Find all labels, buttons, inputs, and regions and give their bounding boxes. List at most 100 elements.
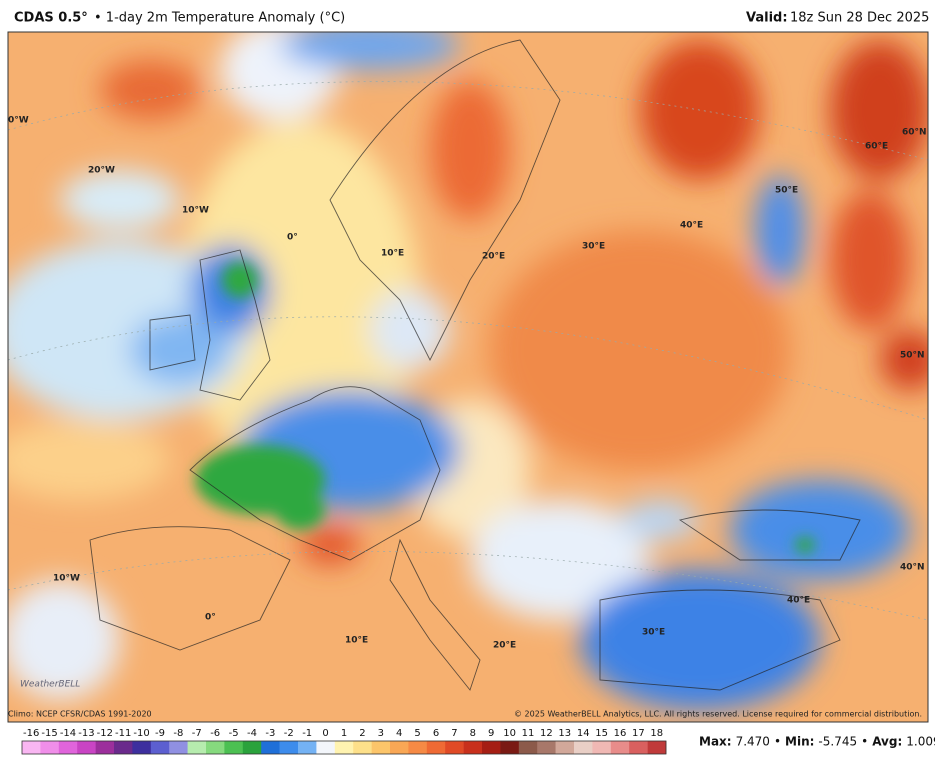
colorbar-label: -15	[41, 728, 57, 739]
colorbar-swatch	[40, 741, 60, 754]
colorbar-swatch	[408, 741, 428, 754]
colorbar-label: 8	[470, 728, 476, 739]
graticule-label: 10°W	[53, 574, 80, 584]
graticule-label: 60°N	[902, 128, 927, 138]
colorbar: -16 -15 -14 -13 -12 -11 -10 -9 -8 -7 -6 -5 -4 -3 -2 -1 0…	[21, 728, 667, 755]
colorbar-swatch	[518, 741, 538, 754]
map-frame	[7, 31, 929, 723]
colorbar-label: 9	[488, 728, 494, 739]
colorbar-swatch	[426, 741, 446, 754]
colorbar-swatch	[242, 741, 262, 754]
colorbar-label: -7	[192, 728, 202, 739]
colorbar-swatch	[371, 741, 391, 754]
graticule-label: 50°N	[900, 351, 925, 361]
colorbar-label: 12	[540, 728, 553, 739]
colorbar-label: -3	[265, 728, 275, 739]
colorbar-label: 5	[414, 728, 420, 739]
colorbar-label: -6	[210, 728, 220, 739]
colorbar-swatch	[353, 741, 372, 754]
graticule-label: 40°E	[680, 221, 703, 231]
graticule-label: 0°W	[8, 116, 29, 126]
colorbar-label: -13	[78, 728, 94, 739]
colorbar-label: -12	[97, 728, 113, 739]
colorbar-label: -9	[155, 728, 165, 739]
colorbar-label: 7	[451, 728, 457, 739]
colorbar-swatch	[482, 741, 501, 754]
colorbar-label: 18	[650, 728, 663, 739]
copyright: © 2025 WeatherBELL Analytics, LLC. All r…	[514, 710, 922, 719]
colorbar-swatch	[261, 741, 280, 754]
colorbar-swatch	[500, 741, 520, 754]
colorbar-label: 4	[396, 728, 402, 739]
colorbar-swatch	[150, 741, 170, 754]
graticule-label: 20°E	[493, 641, 516, 651]
colorbar-label: -4	[247, 728, 257, 739]
stats: Max: 7.470 • Min: -5.745 • Avg: 1.009	[699, 735, 935, 749]
stat-text: 1.009	[906, 735, 935, 749]
colorbar-swatch	[647, 741, 667, 754]
valid-time: 18z Sun 28 Dec 2025	[790, 11, 929, 26]
colorbar-label: -1	[302, 728, 312, 739]
colorbar-label: 15	[595, 728, 608, 739]
graticule-label: 20°W	[88, 166, 115, 176]
colorbar-swatch	[187, 741, 207, 754]
stat-text: -5.745	[818, 735, 857, 749]
colorbar-label: 2	[359, 728, 365, 739]
colorbar-label: 0	[322, 728, 328, 739]
stat-text: Max:	[699, 735, 732, 749]
colorbar-label: -10	[133, 728, 149, 739]
graticule-label: 40°N	[900, 563, 925, 573]
colorbar-swatch	[537, 741, 556, 754]
colorbar-swatch	[22, 741, 41, 754]
climo-note: Climo: NCEP CFSR/CDAS 1991-2020	[8, 710, 152, 719]
colorbar-swatch	[316, 741, 336, 754]
logo: WeatherBELL	[20, 680, 80, 690]
graticule-label: 50°E	[775, 186, 798, 196]
graticule-label: 40°E	[787, 596, 810, 606]
colorbar-swatch	[77, 741, 96, 754]
colorbar-swatch	[574, 741, 593, 754]
graticule-label: 10°E	[345, 636, 368, 646]
stat-text: •	[774, 735, 781, 749]
colorbar-swatch	[555, 741, 575, 754]
colorbar-label: -8	[173, 728, 183, 739]
colorbar-swatch	[629, 741, 648, 754]
colorbar-swatch	[279, 741, 299, 754]
colorbar-swatch	[169, 741, 188, 754]
colorbar-label: -2	[284, 728, 294, 739]
colorbar-label: 11	[522, 728, 535, 739]
graticule-label: 60°E	[865, 142, 888, 152]
stat-text: •	[861, 735, 868, 749]
graticule-label: 0°	[287, 233, 298, 243]
valid-label: Valid:	[746, 11, 788, 26]
colorbar-label: -14	[60, 728, 76, 739]
model-name: CDAS 0.5°	[14, 11, 88, 26]
colorbar-label: -5	[229, 728, 239, 739]
colorbar-label: -16	[23, 728, 39, 739]
anomaly-map: 0°W 20°W 10°W 0° 10°E 20°E 30°E 40°E 50°E 60°E 60°…	[8, 32, 928, 722]
colorbar-label: 14	[577, 728, 590, 739]
colorbar-swatch	[224, 741, 244, 754]
colorbar-label: 13	[558, 728, 571, 739]
colorbar-label: 16	[614, 728, 627, 739]
graticule-label: 20°E	[482, 252, 505, 262]
stat-text: 7.470	[736, 735, 770, 749]
graticule-labels: 0°W 20°W 10°W 0° 10°E 20°E 30°E 40°E 50°E 60°E 60°…	[8, 116, 927, 651]
colorbar-label: 3	[378, 728, 384, 739]
colorbar-frame	[21, 740, 667, 755]
graticule-label: 10°E	[381, 249, 404, 259]
colorbar-label: 6	[433, 728, 439, 739]
colorbar-swatch	[334, 741, 354, 754]
colorbar-swatch	[206, 741, 225, 754]
colorbar-label: -11	[115, 728, 131, 739]
graticule-label: 30°E	[582, 242, 605, 252]
colorbar-swatch	[610, 741, 630, 754]
map-title: • 1-day 2m Temperature Anomaly (°C)	[94, 11, 345, 26]
stat-text: Avg:	[872, 735, 902, 749]
colorbar-label: 17	[632, 728, 645, 739]
colorbar-swatch	[95, 741, 115, 754]
colorbar-label: 10	[503, 728, 516, 739]
colorbar-swatch	[298, 741, 317, 754]
graticule-label: 10°W	[182, 206, 209, 216]
